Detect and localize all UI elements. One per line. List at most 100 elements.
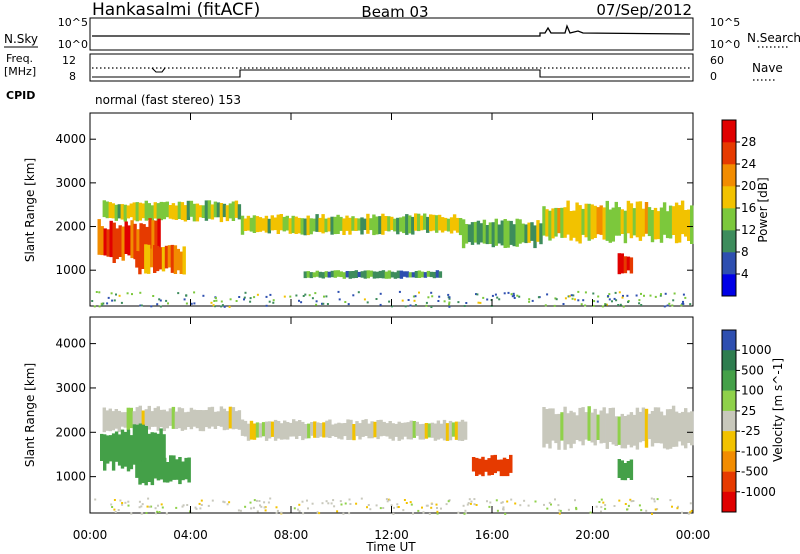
echo-speckle [183,298,186,301]
echo-speckle [369,508,372,511]
echo-speckle [673,292,676,295]
echo-cell [159,409,163,428]
echo-speckle [330,502,333,505]
echo-cell [183,205,188,222]
echo-speckle [342,512,345,515]
echo-cell [159,459,164,480]
echo-cell [120,204,124,220]
echo-speckle [414,295,417,298]
echo-cell [373,421,377,438]
echo-cell [671,405,676,447]
echo-cell [626,414,631,445]
echo-cell [548,210,552,241]
echo-speckle [367,504,370,506]
echo-speckle [553,304,556,307]
echo-speckle [627,301,630,303]
nsearch-tick-top: 10^5 [710,16,740,29]
echo-cell [135,460,139,478]
echo-cell [195,203,200,222]
echo-speckle [486,298,489,301]
echo-speckle [445,503,448,506]
echo-cell [608,209,612,243]
colorbar-swatch [722,274,736,297]
echo-cell [144,244,148,274]
echo-cell [111,411,115,431]
echo-cell [635,201,640,238]
echo-speckle [558,512,561,515]
echo-speckle [340,503,343,506]
echo-cell [321,214,325,234]
echo-cell [554,414,558,444]
echo-cell [132,411,136,429]
echo-cell [182,246,186,275]
echo-cell [264,421,269,441]
echo-cell [494,218,498,246]
echo-cell [126,205,130,219]
echo-speckle [428,512,431,515]
echo-speckle [550,503,552,506]
echo-cell [319,423,323,437]
echo-cell [118,225,122,257]
echo-cell [435,270,440,278]
echo-speckle [113,508,116,511]
colorbar-tick-label: 500 [741,363,764,377]
freq-label-2: [MHz] [4,65,36,78]
echo-cell [418,424,422,440]
echo-cell [509,220,513,245]
echo-speckle [435,503,438,506]
echo-cell [388,421,392,439]
y-tick-label: 3000 [55,381,86,395]
echo-speckle [598,501,601,503]
echo-cell [620,253,624,274]
echo-cell [168,205,173,219]
echo-cell [168,408,173,426]
echo-cell [130,220,134,259]
echo-speckle [426,504,429,507]
echo-speckle [301,500,304,503]
echo-cell [351,271,355,279]
echo-cell [174,411,179,429]
echo-cell [449,217,454,234]
echo-speckle [239,509,242,512]
echo-speckle [107,296,110,299]
echo-cell [430,422,435,438]
echo-speckle [375,504,378,507]
echo-cell [147,433,151,471]
echo-cell [252,215,257,233]
echo-cell [177,201,182,219]
echo-cell [563,406,567,450]
nsky-tick-bottom: 10^0 [58,38,88,51]
echo-cell [258,217,263,232]
echo-cell [448,420,453,441]
echo-cell [412,421,416,438]
echo-cell [246,423,251,441]
echo-cell [487,458,491,476]
echo-cell [156,457,161,481]
echo-speckle [613,297,616,300]
echo-cell [210,406,215,427]
echo-cell [261,218,266,231]
echo-speckle [195,507,198,510]
echo-speckle [100,302,103,305]
x-tick-label: 04:00 [173,528,208,542]
colorbar-swatch [722,451,736,472]
echo-speckle [165,299,168,302]
nave-tick-bottom: 0 [710,70,717,83]
echo-cell [659,411,664,444]
echo-cell [109,220,113,258]
colorbar-tick-label: -500 [741,465,768,479]
echo-cell [390,216,394,230]
echo-cell [142,224,146,260]
echo-speckle [157,504,159,507]
echo-cell [435,215,439,233]
echo-cell [192,409,197,427]
echo-cell [650,210,655,243]
echo-speckle [571,297,574,300]
echo-cell [493,454,497,474]
echo-cell [656,211,661,240]
freq-strip [89,53,694,82]
echo-cell [399,270,404,279]
echo-cell [309,218,313,235]
echo-cell [153,245,157,273]
echo-speckle [468,498,471,501]
